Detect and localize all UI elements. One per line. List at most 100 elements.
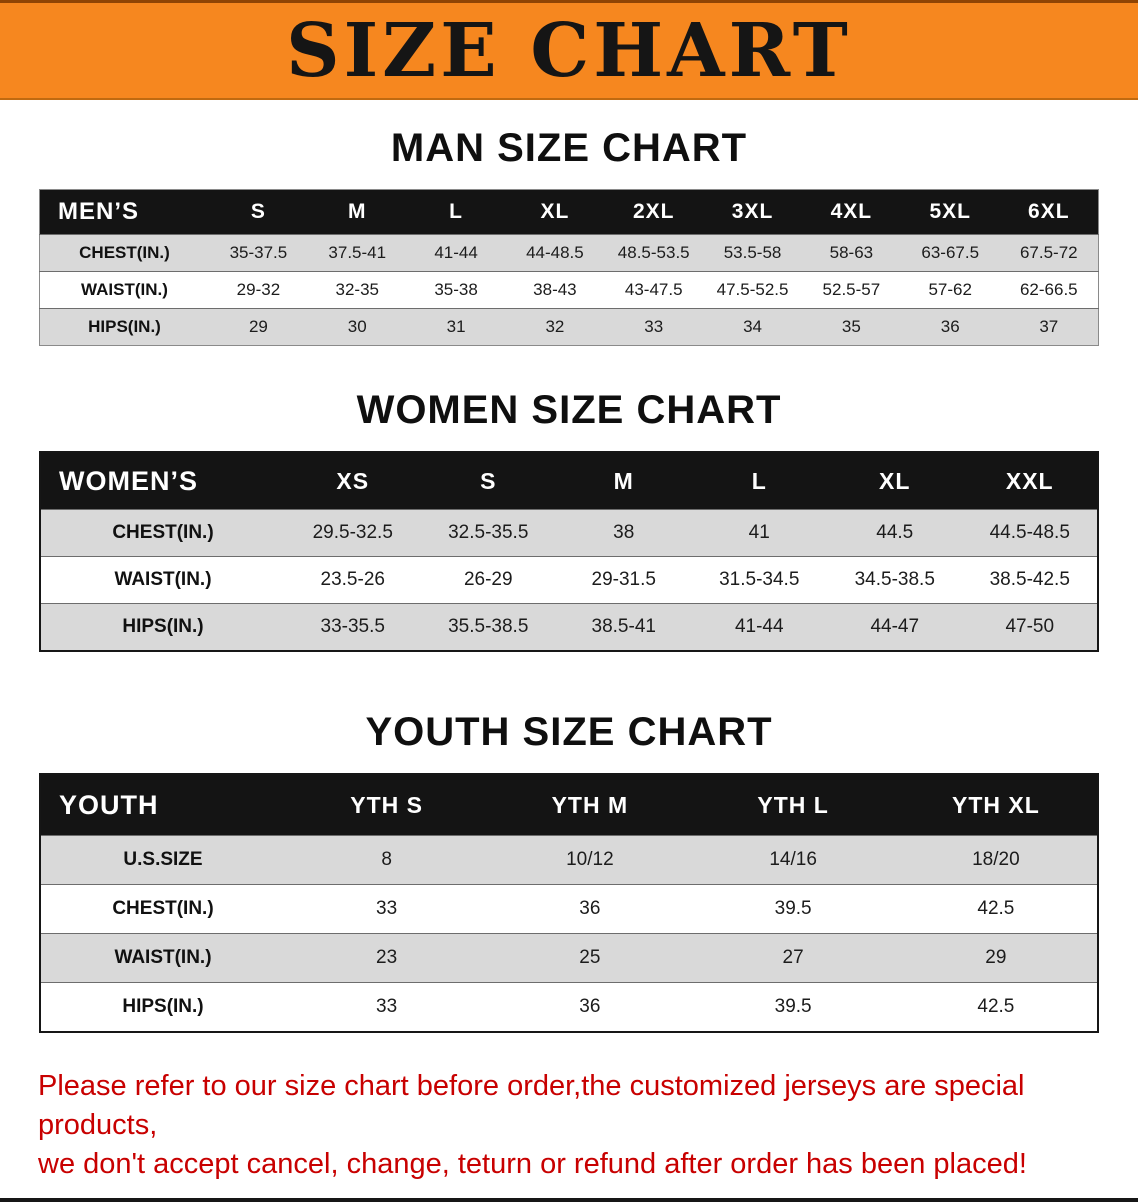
column-header: S [420,452,556,510]
size-value-cell: 62-66.5 [1019,280,1078,299]
size-value-cell: 67.5-72 [1019,243,1078,262]
size-value-cell: 35-37.5 [229,243,288,262]
table-header: MEN’S S M L XL 2XL 3XL 4XL 5XL 6XL [39,189,1099,235]
row-label: CHEST(IN.) [79,243,170,262]
size-value-cell: 29 [985,947,1007,968]
size-value-cell: 38-43 [533,280,577,299]
table-body: CHEST(IN.) 35-37.5 37.5-41 41-44 44-48.5 48.5… [39,234,1099,346]
table-body: CHEST(IN.) 29.5-32.5 32.5-35.5 38 41 44.5 44.5… [40,509,1098,651]
table-row: CHEST(IN.) 29.5-32.5 32.5-35.5 38 41 44.5 44.5… [40,509,1098,557]
size-value-cell: 41-44 [734,616,784,637]
size-value-cell: 29 [248,317,268,336]
size-value-cell: 41 [748,522,770,543]
column-header: YTH S [285,774,489,836]
size-value-cell: 32 [545,317,565,336]
size-value-cell: 34 [743,317,763,336]
size-value-cell: 39.5 [774,996,812,1017]
table-title-cell: WOMEN’S [40,452,285,510]
page-title: SIZE CHART [286,7,852,94]
size-value-cell: 47.5-52.5 [716,280,789,299]
section-heading: MAN SIZE CHART [390,126,748,170]
header-row: MEN’S S M L XL 2XL 3XL 4XL 5XL 6XL [39,189,1099,235]
size-value-cell: 8 [381,849,392,870]
row-label: U.S.SIZE [123,849,203,870]
table-row: CHEST(IN.) 33 36 39.5 42.5 [40,884,1098,934]
size-value-cell: 35-38 [434,280,478,299]
size-value-cell: 37.5-41 [328,243,387,262]
table-title-cell: YOUTH [40,774,285,836]
size-value-cell: 33 [376,898,398,919]
size-value-cell: 29.5-32.5 [312,522,393,543]
row-label: CHEST(IN.) [112,898,214,919]
size-value-cell: 37 [1039,317,1059,336]
size-value-cell: 14/16 [769,849,817,870]
header-row: WOMEN’S XS S M L XL XXL [40,452,1098,510]
column-header: YTH XL [894,774,1098,836]
size-value-cell: 53.5-58 [723,243,782,262]
size-value-cell: 38 [613,522,635,543]
column-header: L [406,189,506,235]
size-value-cell: 39.5 [774,898,812,919]
size-value-cell: 33 [376,996,398,1017]
column-header: M [307,189,407,235]
size-value-cell: 58-63 [829,243,874,262]
column-header: L [691,452,827,510]
size-value-cell: 63-67.5 [921,243,980,262]
disclaimer-notice: Please refer to our size chart before or… [38,1067,1100,1184]
row-label: WAIST(IN.) [114,947,212,968]
size-value-cell: 31 [446,317,466,336]
size-value-cell: 33 [644,317,664,336]
women-size-table: WOMEN’S XS S M L XL XXL CHEST(IN.) 29.5-32.5 32.5… [39,451,1099,652]
table-header: WOMEN’S XS S M L XL XXL [40,452,1098,510]
size-value-cell: 57-62 [928,280,972,299]
column-header: XS [285,452,421,510]
size-value-cell: 23.5-26 [320,569,385,590]
youth-size-table: YOUTH YTH S YTH M YTH L YTH XL U.S.SIZE 8 10/12… [39,773,1099,1033]
size-value-cell: 48.5-53.5 [617,243,690,262]
banner: SIZE CHART [0,0,1138,100]
table-row: HIPS(IN.) 29 30 31 32 33 34 35 36 37 [39,308,1099,346]
table-row: HIPS(IN.) 33 36 39.5 42.5 [40,982,1098,1032]
column-header: XL [827,452,963,510]
row-label: HIPS(IN.) [122,616,204,637]
size-value-cell: 36 [579,996,601,1017]
size-value-cell: 30 [347,317,367,336]
table-header: YOUTH YTH S YTH M YTH L YTH XL [40,774,1098,836]
size-value-cell: 35.5-38.5 [448,616,529,637]
size-value-cell: 34.5-38.5 [854,569,935,590]
column-header: 5XL [900,189,1000,235]
table-row: WAIST(IN.) 23.5-26 26-29 29-31.5 31.5-34.5 34… [40,556,1098,604]
size-value-cell: 25 [579,947,601,968]
size-value-cell: 52.5-57 [822,280,881,299]
row-label: HIPS(IN.) [122,996,204,1017]
row-label: WAIST(IN.) [114,569,212,590]
header-row: YOUTH YTH S YTH M YTH L YTH XL [40,774,1098,836]
column-header: XXL [962,452,1098,510]
size-value-cell: 26-29 [463,569,513,590]
size-value-cell: 33-35.5 [320,616,385,637]
charts-container: MAN SIZE CHART MEN’S S M L XL 2XL 3XL 4XL 5XL 6XL C… [0,100,1138,1033]
table-row: WAIST(IN.) 29-32 32-35 35-38 38-43 43-47.5 47.… [39,271,1099,309]
section-heading: YOUTH SIZE CHART [365,710,773,754]
size-value-cell: 29-31.5 [591,569,656,590]
size-value-cell: 23 [376,947,398,968]
section-heading: WOMEN SIZE CHART [356,388,782,432]
disclaimer-line: we don't accept cancel, change, teturn o… [38,1148,1027,1181]
table-body: U.S.SIZE 8 10/12 14/16 18/20 CHEST(IN.) 33 36 39… [40,835,1098,1032]
size-value-cell: 32.5-35.5 [448,522,529,543]
size-value-cell: 31.5-34.5 [719,569,800,590]
size-value-cell: 38.5-41 [591,616,656,637]
size-value-cell: 44-47 [870,616,920,637]
column-header: YTH L [691,774,895,836]
column-header: XL [505,189,605,235]
size-value-cell: 44.5-48.5 [989,522,1070,543]
size-value-cell: 41-44 [434,243,478,262]
size-value-cell: 36 [579,898,601,919]
row-label: WAIST(IN.) [81,280,168,299]
row-label: CHEST(IN.) [112,522,214,543]
column-header: YTH M [488,774,692,836]
column-header: S [209,189,308,235]
size-value-cell: 44-48.5 [526,243,584,262]
size-value-cell: 35 [841,317,861,336]
